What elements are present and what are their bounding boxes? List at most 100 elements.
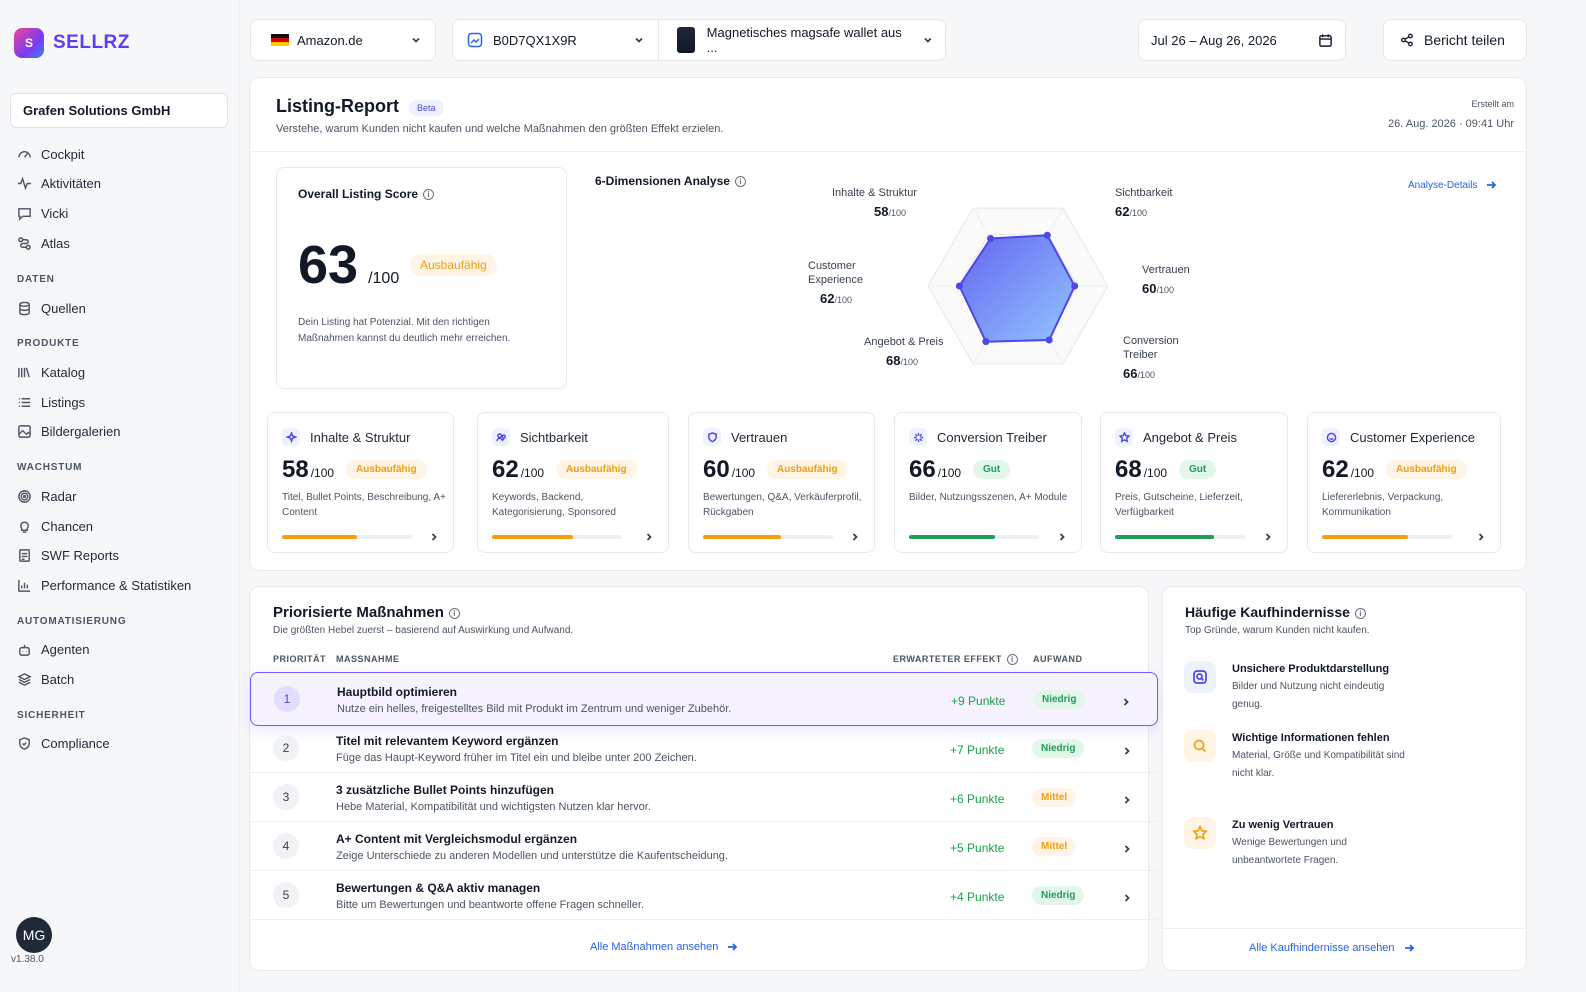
product-select[interactable]: Magnetisches magsafe wallet aus ... <box>659 20 945 60</box>
dimension-card[interactable]: Conversion Treiber 66 /100 Gut Bilder, N… <box>894 412 1082 553</box>
nav-item-swf-reports[interactable]: SWF Reports <box>17 544 119 566</box>
arrow-right-icon <box>728 943 738 951</box>
actions-title: Priorisierte Maßnahmen i <box>273 604 460 621</box>
info-icon[interactable]: i <box>423 189 435 201</box>
action-title: 3 zusätzliche Bullet Points hinzufügen <box>336 783 555 797</box>
sidebar: S SELLRZ Grafen Solutions GmbH Cockpit A… <box>0 0 240 992</box>
nav-item-vicki[interactable]: Vicki <box>17 202 68 224</box>
dimension-name: Inhalte & Struktur <box>310 429 411 445</box>
overall-description-line: Maßnahmen kannst du deutlich mehr erreic… <box>298 333 511 344</box>
dimension-progress-bar <box>1115 535 1245 539</box>
divider <box>250 151 1526 152</box>
dimension-card[interactable]: Customer Experience 62 /100 Ausbaufähig … <box>1307 412 1501 553</box>
dimension-score-value: 60 <box>703 456 730 483</box>
obstacles-title-text: Häufige Kaufhindernisse <box>1185 604 1350 620</box>
dimension-card[interactable]: Sichtbarkeit 62 /100 Ausbaufähig Keyword… <box>477 412 669 553</box>
dimension-score-value: 62 <box>492 456 519 483</box>
dimension-card[interactable]: Vertrauen 60 /100 Ausbaufähig Bewertunge… <box>688 412 875 553</box>
obstacle-item[interactable]: Zu wenig Vertrauen Wenige Bewertungen und… <box>1184 817 1407 870</box>
created-value: 26. Aug. 2026 · 09:41 Uhr <box>1388 118 1514 130</box>
page-title: Listing-Report <box>276 96 399 116</box>
radar-value-max: /100 <box>900 357 918 367</box>
dimension-card[interactable]: Angebot & Preis 68 /100 Gut Preis, Gutsc… <box>1100 412 1288 553</box>
info-icon[interactable]: i <box>1354 607 1366 619</box>
asin-select[interactable]: B0D7QX1X9R <box>453 20 660 60</box>
star-icon <box>1115 428 1133 446</box>
action-description: Hebe Material, Kompatibilität und wichti… <box>336 801 651 813</box>
all-actions-link[interactable]: Alle Maßnahmen ansehen <box>590 941 738 953</box>
library-icon <box>18 367 30 377</box>
radar-label-angebot: Angebot & Preis 68/100 <box>864 335 944 369</box>
product-value: Magnetisches magsafe wallet aus ... <box>706 25 902 55</box>
info-icon[interactable]: i <box>448 607 460 619</box>
obstacle-item[interactable]: Unsichere Produktdarstellung Bilder und N… <box>1184 661 1407 714</box>
obstacle-item[interactable]: Wichtige Informationen fehlen Material, G… <box>1184 730 1407 783</box>
nav-item-galleries[interactable]: Bildergalerien <box>17 420 121 442</box>
arrow-right-icon <box>1487 181 1497 189</box>
dimension-card[interactable]: Inhalte & Struktur 58 /100 Ausbaufähig T… <box>267 412 454 553</box>
chevron-right-icon <box>644 529 654 547</box>
radar-point[interactable] <box>982 338 990 346</box>
action-row[interactable]: 4 A+ Content mit Vergleichsmodul ergänze… <box>250 822 1158 871</box>
dimension-score-max: /100 <box>520 466 545 480</box>
dimension-description: Bilder, Nutzungsszenen, A+ Module <box>909 492 1068 503</box>
nav-item-atlas[interactable]: Atlas <box>17 232 70 254</box>
radar-point[interactable] <box>1043 231 1051 239</box>
action-row[interactable]: 5 Bewertungen & Q&A aktiv managen Bitte … <box>250 871 1158 920</box>
nav-item-label: Vicki <box>41 205 69 221</box>
analysis-details-link[interactable]: Analyse-Details <box>1408 179 1497 191</box>
radar-point[interactable] <box>955 282 963 290</box>
dimension-score-value: 68 <box>1115 456 1142 483</box>
action-row[interactable]: 2 Titel mit relevantem Keyword ergänzen … <box>250 724 1158 773</box>
radar-value: 62 <box>820 291 835 306</box>
report-subtitle: Verstehe, warum Kunden nicht kaufen und … <box>276 123 724 135</box>
nav-item-sources[interactable]: Quellen <box>17 297 86 319</box>
layers-icon <box>17 672 32 686</box>
marketplace-select[interactable]: Amazon.de <box>250 19 436 61</box>
nav-item-catalog[interactable]: Katalog <box>17 361 85 383</box>
chevron-right-icon <box>1121 694 1131 712</box>
nav-item-batch[interactable]: Batch <box>17 668 74 690</box>
radar-point[interactable] <box>987 235 995 243</box>
info-icon[interactable]: i <box>1006 654 1018 666</box>
action-row[interactable]: 3 3 zusätzliche Bullet Points hinzufügen… <box>250 773 1158 822</box>
dimension-score-max: /100 <box>937 466 962 480</box>
action-description: Zeige Unterschiede zu anderen Modellen u… <box>336 850 728 862</box>
nav-item-radar[interactable]: Radar <box>17 485 76 507</box>
dimension-progress-fill <box>1115 535 1214 539</box>
nav-item-compliance[interactable]: Compliance <box>17 732 110 754</box>
overall-score: 63 /100 <box>298 234 399 296</box>
dimension-score-max: /100 <box>1143 466 1168 480</box>
action-row[interactable]: 1 Hauptbild optimieren Nutze ein helles,… <box>250 672 1158 726</box>
all-obstacles-link[interactable]: Alle Kaufhindernisse ansehen <box>1249 942 1415 954</box>
action-title: Hauptbild optimieren <box>337 685 457 699</box>
share-report-button[interactable]: Bericht teilen <box>1383 19 1527 61</box>
listing-report-card: Listing-Report Beta Verstehe, warum Kunde… <box>249 77 1527 571</box>
radar-value: 58 <box>874 204 889 219</box>
nav-item-performance[interactable]: Performance & Statistiken <box>17 574 191 596</box>
nav-item-agents[interactable]: Agenten <box>17 638 89 660</box>
nav-item-listings[interactable]: Listings <box>17 391 85 413</box>
effort-badge: Niedrig <box>1033 690 1086 709</box>
nav-item-activities[interactable]: Aktivitäten <box>17 172 101 194</box>
priority-rank: 3 <box>273 784 299 810</box>
nav-item-label: Quellen <box>41 300 86 316</box>
info-icon[interactable]: i <box>734 176 746 188</box>
all-actions-label: Alle Maßnahmen ansehen <box>590 941 719 953</box>
dimension-header: Conversion Treiber <box>909 428 1047 446</box>
brand[interactable]: S SELLRZ <box>14 28 130 58</box>
nav-item-cockpit[interactable]: Cockpit <box>17 143 84 165</box>
date-range-picker[interactable]: Jul 26 – Aug 26, 2026 <box>1138 19 1346 61</box>
date-range-value: Jul 26 – Aug 26, 2026 <box>1151 32 1277 48</box>
user-avatar[interactable]: MG <box>16 917 52 953</box>
search-icon <box>1184 730 1216 762</box>
dimension-progress-fill <box>282 535 358 539</box>
divider <box>1163 928 1526 929</box>
radar-point[interactable] <box>1071 282 1079 290</box>
radar-point[interactable] <box>1045 336 1053 344</box>
organization-switcher[interactable]: Grafen Solutions GmbH <box>10 93 228 128</box>
nav-item-opportunities[interactable]: Chancen <box>17 515 93 537</box>
dimension-name: Sichtbarkeit <box>520 429 588 445</box>
action-title: Bewertungen & Q&A aktiv managen <box>336 881 541 895</box>
list-icon <box>18 397 31 407</box>
